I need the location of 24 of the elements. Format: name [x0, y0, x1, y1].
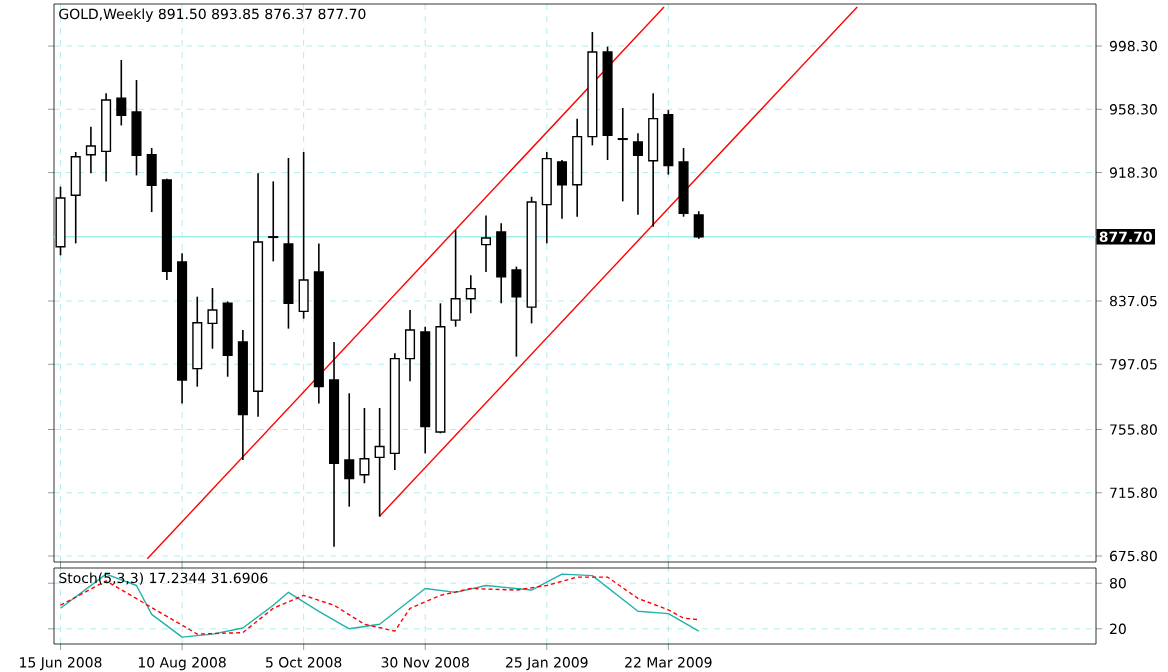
candlestick	[146, 147, 157, 213]
candlestick	[268, 180, 279, 263]
candlestick	[374, 407, 385, 518]
candlestick	[693, 210, 704, 240]
candlestick	[207, 287, 218, 350]
candlestick	[404, 309, 416, 383]
candlestick	[511, 265, 522, 358]
candlestick	[192, 295, 203, 388]
candlestick	[298, 151, 309, 320]
candlestick	[648, 92, 659, 228]
candlestick	[632, 132, 643, 216]
candlestick	[465, 274, 476, 315]
candlestick	[450, 229, 461, 328]
candlestick	[480, 214, 492, 273]
candlestick	[556, 159, 568, 220]
candlestick	[359, 407, 370, 485]
candlestick	[541, 151, 552, 245]
candlestick	[496, 222, 507, 305]
candlestick	[116, 59, 127, 127]
candlestick	[70, 151, 81, 245]
candlestick	[85, 125, 96, 175]
candlestick	[131, 79, 142, 177]
candlestick	[344, 392, 355, 508]
candlestick	[617, 107, 628, 203]
